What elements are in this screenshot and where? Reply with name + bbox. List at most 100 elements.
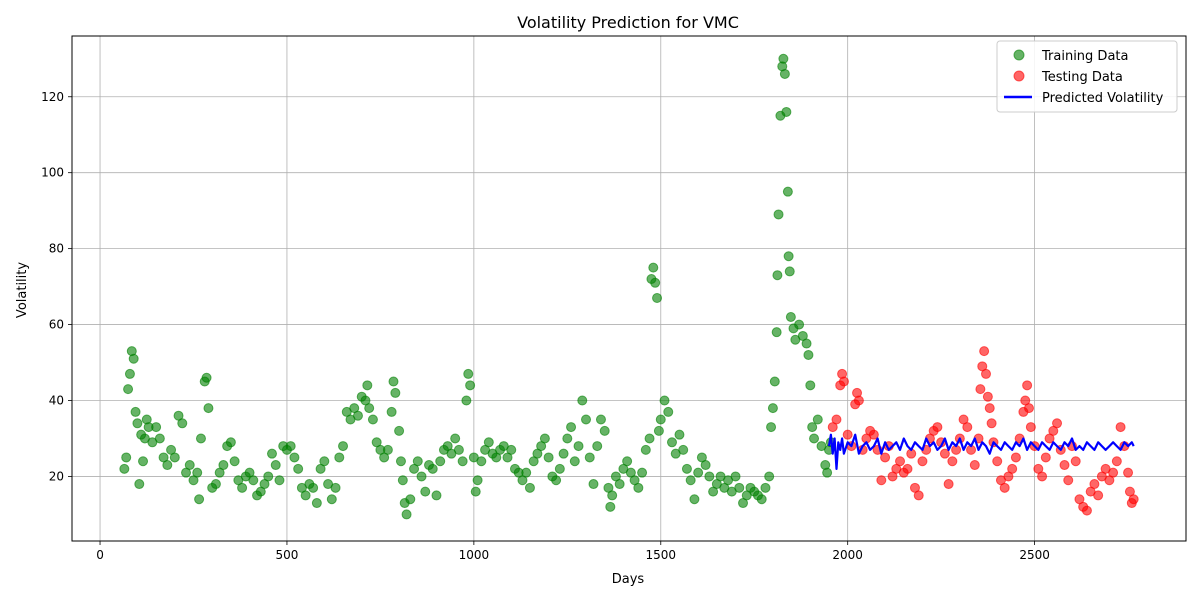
data-point [779, 68, 790, 79]
data-point [809, 433, 820, 444]
data-point [637, 467, 648, 478]
data-point [1037, 471, 1048, 482]
data-point [842, 429, 853, 440]
data-point [581, 414, 592, 425]
data-point [689, 494, 700, 505]
data-point [330, 482, 341, 493]
data-point [947, 456, 958, 467]
data-point [577, 395, 588, 406]
y-tick-label: 120 [41, 90, 64, 104]
data-point [1123, 467, 1134, 478]
data-point [1070, 456, 1081, 467]
data-point [405, 494, 416, 505]
data-point [592, 441, 603, 452]
data-point [119, 463, 130, 474]
data-point [461, 395, 472, 406]
data-point [653, 425, 664, 436]
data-point [362, 380, 373, 391]
data-point [521, 467, 532, 478]
data-point [1052, 418, 1063, 429]
plot-frame [71, 35, 1187, 542]
data-point [218, 460, 229, 471]
data-point [773, 209, 784, 220]
data-point [771, 327, 782, 338]
data-point [229, 456, 240, 467]
data-point [412, 456, 423, 467]
data-point [805, 380, 816, 391]
data-point [838, 376, 849, 387]
y-axis-label: Volatility [15, 262, 30, 318]
data-point [633, 482, 644, 493]
data-point [465, 380, 476, 391]
predicted-line [827, 433, 1135, 470]
data-point [975, 384, 986, 395]
data-point [192, 467, 203, 478]
legend-label-testing: Testing Data [1041, 70, 1123, 85]
data-point [584, 452, 595, 463]
data-point [1010, 452, 1021, 463]
data-point [1059, 460, 1070, 471]
data-point [203, 403, 214, 414]
x-tick-label: 2000 [832, 548, 863, 562]
data-point [138, 456, 149, 467]
data-point [562, 433, 573, 444]
data-point [599, 425, 610, 436]
data-point [778, 53, 789, 64]
data-point [986, 418, 997, 429]
data-point [154, 433, 165, 444]
data-point [194, 494, 205, 505]
data-point [1025, 422, 1036, 433]
data-point [913, 490, 924, 501]
data-point [132, 418, 143, 429]
data-point [1115, 422, 1126, 433]
data-point [450, 433, 461, 444]
data-point [121, 452, 132, 463]
data-point [650, 277, 661, 288]
data-point [293, 463, 304, 474]
y-tick-label: 20 [49, 469, 64, 483]
x-tick-label: 1000 [459, 548, 490, 562]
data-point [124, 368, 135, 379]
data-point [760, 482, 771, 493]
data-point [992, 456, 1003, 467]
data-point [470, 486, 481, 497]
series-2 [827, 433, 1135, 470]
data-point [394, 425, 405, 436]
data-point [551, 475, 562, 486]
data-point [605, 501, 616, 512]
data-point [263, 471, 274, 482]
data-point [390, 387, 401, 398]
data-point [352, 410, 363, 421]
data-point [700, 460, 711, 471]
data-point [420, 486, 431, 497]
data-point [397, 475, 408, 486]
data-point [812, 414, 823, 425]
legend-marker-training [1013, 49, 1025, 61]
data-point [663, 406, 674, 417]
data-point [693, 467, 704, 478]
data-point [463, 368, 474, 379]
data-point [566, 422, 577, 433]
data-point [554, 463, 565, 474]
data-point [388, 376, 399, 387]
data-point [652, 292, 663, 303]
data-point [558, 448, 569, 459]
data-point [674, 429, 685, 440]
data-point [853, 395, 864, 406]
data-point [130, 406, 141, 417]
data-point [734, 482, 745, 493]
data-point [622, 456, 633, 467]
data-point [128, 353, 139, 364]
data-point [270, 460, 281, 471]
data-point [803, 349, 814, 360]
data-point [588, 479, 599, 490]
data-point [982, 391, 993, 402]
data-point [395, 456, 406, 467]
data-point [767, 403, 778, 414]
data-point [784, 266, 795, 277]
data-point [876, 475, 887, 486]
data-point [981, 368, 992, 379]
data-point [943, 479, 954, 490]
data-point [319, 456, 330, 467]
